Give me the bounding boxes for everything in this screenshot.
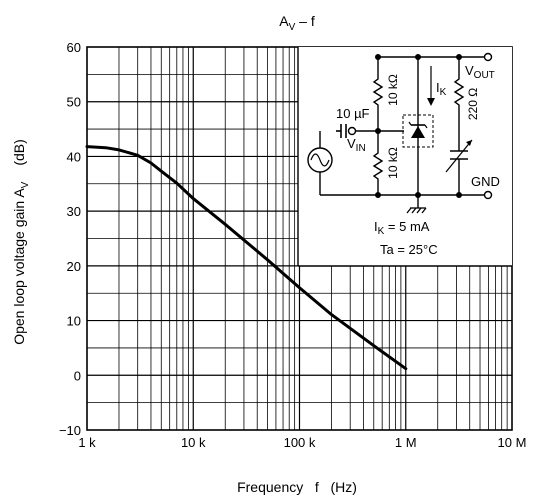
y-tick-label: 30 <box>67 204 81 219</box>
ground-icon <box>406 207 427 214</box>
y-axis-label-main: Open loop voltage gain A <box>11 188 27 345</box>
chart-title: AV – f <box>279 13 315 33</box>
gnd-label: GND <box>471 174 500 189</box>
regulator-dashed-box <box>402 114 434 148</box>
y-tick-label: 20 <box>67 259 81 274</box>
y-tick-label: 10 <box>67 314 81 329</box>
sine-wave-icon <box>310 153 330 167</box>
y-axis-label: Open loop voltage gain AV (dB) <box>11 139 31 345</box>
y-tick-label: 50 <box>67 95 81 110</box>
input-capacitor <box>336 124 347 138</box>
y-tick-label: 0 <box>74 368 81 383</box>
y-tick-label: 60 <box>67 40 81 55</box>
r1-label: 10 kΩ <box>386 74 400 106</box>
x-tick-label: 10 k <box>181 435 206 450</box>
circuit-inset: 10 µF VIN 10 kΩ 10 kΩ 220 Ω IK VOUT GND … <box>297 47 512 267</box>
ik-condition-label: IK = 5 mA <box>374 219 430 237</box>
ik-label: IK <box>436 80 447 98</box>
x-tick-label: 1 k <box>78 435 96 450</box>
temperature-condition-label: Ta = 25°C <box>380 242 438 257</box>
vout-label: VOUT <box>465 63 495 81</box>
chart-title-sub: V <box>289 22 296 33</box>
r2-label: 10 kΩ <box>386 147 400 179</box>
r3-label: 220 Ω <box>466 88 480 120</box>
junction-dots <box>375 54 462 198</box>
inset-background <box>298 47 512 266</box>
x-tick-label: 1 M <box>395 435 417 450</box>
vin-label: VIN <box>347 136 366 154</box>
chart-title-rest: – f <box>295 13 315 29</box>
y-tick-label: 40 <box>67 149 81 164</box>
y-tick-label: −10 <box>59 423 81 438</box>
x-tick-label: 100 k <box>284 435 316 450</box>
ik-arrow-head <box>427 98 435 106</box>
capacitor-label: 10 µF <box>336 106 370 121</box>
x-tick-label: 10 M <box>498 435 527 450</box>
gain-curve-series <box>85 145 408 371</box>
variable-arrow-head <box>466 140 472 146</box>
shunt-regulator-icon <box>411 126 425 138</box>
tick-labels: 1 k 10 k 100 k 1 M 10 M −10 0 10 20 30 40 50 60 <box>59 40 527 450</box>
x-axis-label: Frequency f (Hz) <box>237 479 357 495</box>
terminals <box>347 52 493 200</box>
variable-capacitor <box>445 139 473 173</box>
y-axis-label-sub: V <box>20 181 31 188</box>
chart-title-main: A <box>279 13 289 29</box>
y-axis-label-unit: (dB) <box>11 139 27 165</box>
